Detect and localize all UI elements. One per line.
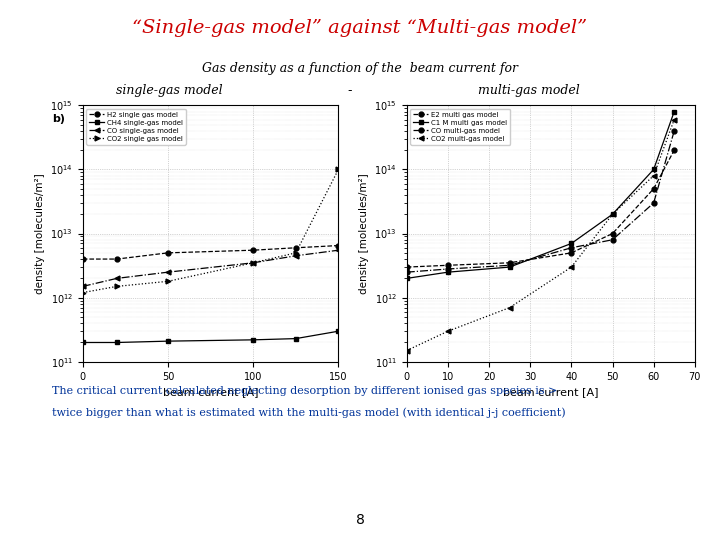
CO single-gas model <box>249 260 258 266</box>
CO2 multi-gas model <box>670 116 678 123</box>
E2 multi gas model <box>567 249 576 256</box>
E2 multi gas model <box>670 147 678 153</box>
C1 M multi gas model <box>670 109 678 115</box>
E2 multi gas model <box>649 185 658 192</box>
CO multi-gas model <box>608 237 617 243</box>
CH4 single-gas model <box>292 335 300 342</box>
Text: The critical current calculated neglecting desorption by different ionised gas s: The critical current calculated neglecti… <box>52 386 557 396</box>
Line: CO single-gas model: CO single-gas model <box>81 248 341 289</box>
Line: CO multi-gas model: CO multi-gas model <box>405 129 677 274</box>
Text: multi-gas model: multi-gas model <box>478 84 580 97</box>
CO multi-gas model <box>444 266 452 272</box>
CO multi-gas model <box>670 127 678 134</box>
Y-axis label: density [molecules/m²]: density [molecules/m²] <box>359 173 369 294</box>
CO multi-gas model <box>402 269 411 275</box>
Text: single-gas model: single-gas model <box>116 84 222 97</box>
Line: CO2 multi-gas model: CO2 multi-gas model <box>405 117 677 353</box>
CH4 single-gas model <box>334 328 343 334</box>
CH4 single-gas model <box>78 339 87 346</box>
Legend: H2 single gas model, CH4 single-gas model, CO single-gas model, CO2 single gas m: H2 single gas model, CH4 single-gas mode… <box>86 109 186 145</box>
CO single-gas model <box>78 283 87 289</box>
CO2 single gas model <box>334 166 343 173</box>
CO single-gas model <box>334 247 343 253</box>
Text: 8: 8 <box>356 512 364 526</box>
CO2 multi-gas model <box>649 172 658 179</box>
C1 M multi gas model <box>444 269 452 275</box>
Line: H2 single gas model: H2 single gas model <box>81 243 341 261</box>
CO single-gas model <box>112 275 121 282</box>
C1 M multi gas model <box>505 264 514 271</box>
H2 single gas model <box>112 256 121 262</box>
CO2 single gas model <box>163 278 172 285</box>
H2 single gas model <box>249 247 258 253</box>
CO multi-gas model <box>649 200 658 206</box>
Text: “Single-gas model” against “Multi-gas model”: “Single-gas model” against “Multi-gas mo… <box>132 19 588 37</box>
CO2 single gas model <box>292 249 300 256</box>
CH4 single-gas model <box>112 339 121 346</box>
E2 multi gas model <box>402 264 411 271</box>
Line: E2 multi gas model: E2 multi gas model <box>405 148 677 269</box>
Text: -: - <box>347 84 351 97</box>
CO2 single gas model <box>112 283 121 289</box>
E2 multi gas model <box>505 260 514 266</box>
CO2 multi-gas model <box>608 211 617 218</box>
CO2 multi-gas model <box>505 305 514 311</box>
Line: CH4 single-gas model: CH4 single-gas model <box>81 329 341 345</box>
X-axis label: beam current [A]: beam current [A] <box>503 387 598 397</box>
CH4 single-gas model <box>163 338 172 345</box>
CO multi-gas model <box>505 262 514 268</box>
H2 single gas model <box>292 245 300 251</box>
H2 single gas model <box>163 249 172 256</box>
CO2 multi-gas model <box>402 347 411 354</box>
C1 M multi gas model <box>608 211 617 218</box>
C1 M multi gas model <box>402 275 411 282</box>
Text: b): b) <box>52 113 65 124</box>
Y-axis label: density [molecules/m²]: density [molecules/m²] <box>35 173 45 294</box>
H2 single gas model <box>78 256 87 262</box>
Line: CO2 single gas model: CO2 single gas model <box>81 167 341 295</box>
CO2 multi-gas model <box>567 264 576 271</box>
CO2 single gas model <box>78 289 87 296</box>
Text: Gas density as a function of the  beam current for: Gas density as a function of the beam cu… <box>202 62 518 75</box>
C1 M multi gas model <box>649 166 658 173</box>
CH4 single-gas model <box>249 336 258 343</box>
CO2 multi-gas model <box>444 328 452 334</box>
H2 single gas model <box>334 242 343 249</box>
CO single-gas model <box>163 269 172 275</box>
Text: twice bigger than what is estimated with the multi-gas model (with identical j-j: twice bigger than what is estimated with… <box>52 408 565 418</box>
C1 M multi gas model <box>567 240 576 247</box>
E2 multi gas model <box>608 230 617 237</box>
CO multi-gas model <box>567 245 576 251</box>
Legend: E2 multi gas model, C1 M multi gas model, CO multi-gas model, CO2 multi-gas mode: E2 multi gas model, C1 M multi gas model… <box>410 109 510 145</box>
Line: C1 M multi gas model: C1 M multi gas model <box>405 109 677 281</box>
E2 multi gas model <box>444 262 452 268</box>
X-axis label: beam current [A]: beam current [A] <box>163 387 258 397</box>
CO single-gas model <box>292 253 300 259</box>
CO2 single gas model <box>249 260 258 266</box>
